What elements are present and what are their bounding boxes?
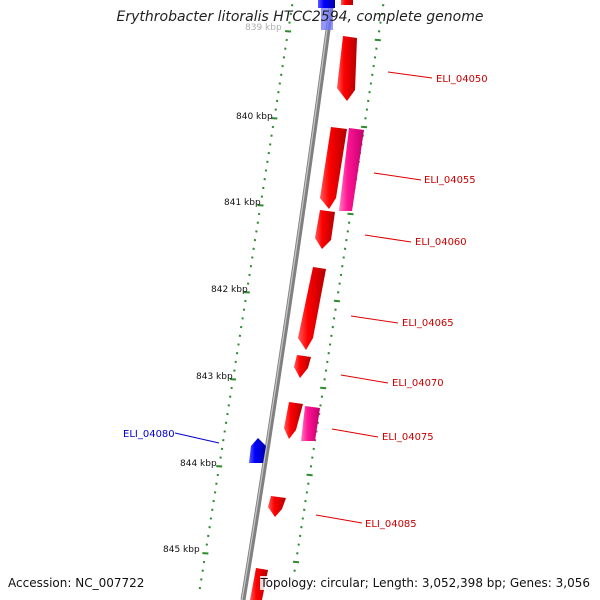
ruler-inner-ticks xyxy=(198,4,294,590)
ruler-label-843: 843 kbp xyxy=(196,372,233,382)
gene-label-eli-04075: ELI_04075 xyxy=(382,432,434,443)
gene-eli-04070 xyxy=(294,355,311,378)
gene-label-eli-04060: ELI_04060 xyxy=(415,237,467,248)
connector-eli-04060 xyxy=(364,234,412,243)
gene-label-eli-04085: ELI_04085 xyxy=(365,519,417,530)
gene-eli-04085 xyxy=(268,496,286,517)
gene-eli-04055-b xyxy=(339,128,364,211)
connector-eli-04080 xyxy=(174,432,220,444)
connector-eli-04055 xyxy=(373,172,422,181)
ruler-label-845: 845 kbp xyxy=(163,545,200,555)
gene-label-eli-04055: ELI_04055 xyxy=(424,175,476,186)
gene-label-eli-04070: ELI_04070 xyxy=(392,378,444,389)
connector-eli-04050 xyxy=(387,71,433,79)
genome-summary-text: Topology: circular; Length: 3,052,398 bp… xyxy=(260,576,590,590)
gene-label-eli-04065: ELI_04065 xyxy=(402,318,454,329)
gene-eli-04055-a xyxy=(320,127,347,209)
ruler-label-840: 840 kbp xyxy=(236,112,273,122)
reverse-gene-top-cap xyxy=(321,8,333,30)
reverse-gene-top xyxy=(318,0,335,8)
accession-text: Accession: NC_007722 xyxy=(8,576,145,590)
connector-eli-04085 xyxy=(315,514,363,524)
ruler-label-844: 844 kbp xyxy=(180,459,217,469)
genome-title: Erythrobacter litoralis HTCC2594, comple… xyxy=(116,9,484,25)
connector-eli-04070 xyxy=(340,374,389,384)
gene-eli-04080 xyxy=(249,438,266,463)
connector-eli-04065 xyxy=(350,315,399,324)
forward-gene-top xyxy=(341,0,353,5)
connector-eli-04075 xyxy=(331,428,379,438)
genome-backbone xyxy=(240,0,335,600)
gene-eli-04060 xyxy=(315,210,335,249)
ruler-label-841: 841 kbp xyxy=(224,198,261,208)
gene-eli-04075-b xyxy=(301,406,320,441)
gene-eli-04075-a xyxy=(284,402,303,439)
gene-label-eli-04080: ELI_04080 xyxy=(123,429,175,440)
ruler-outer-ticks xyxy=(290,4,385,590)
gene-eli-04065 xyxy=(298,267,326,350)
genome-backbone-highlight xyxy=(241,0,332,600)
ruler-label-839: 839 kbp xyxy=(245,23,282,33)
ruler-label-842: 842 kbp xyxy=(211,285,248,295)
gene-eli-04050 xyxy=(337,36,357,101)
gene-label-eli-04050: ELI_04050 xyxy=(436,74,488,85)
